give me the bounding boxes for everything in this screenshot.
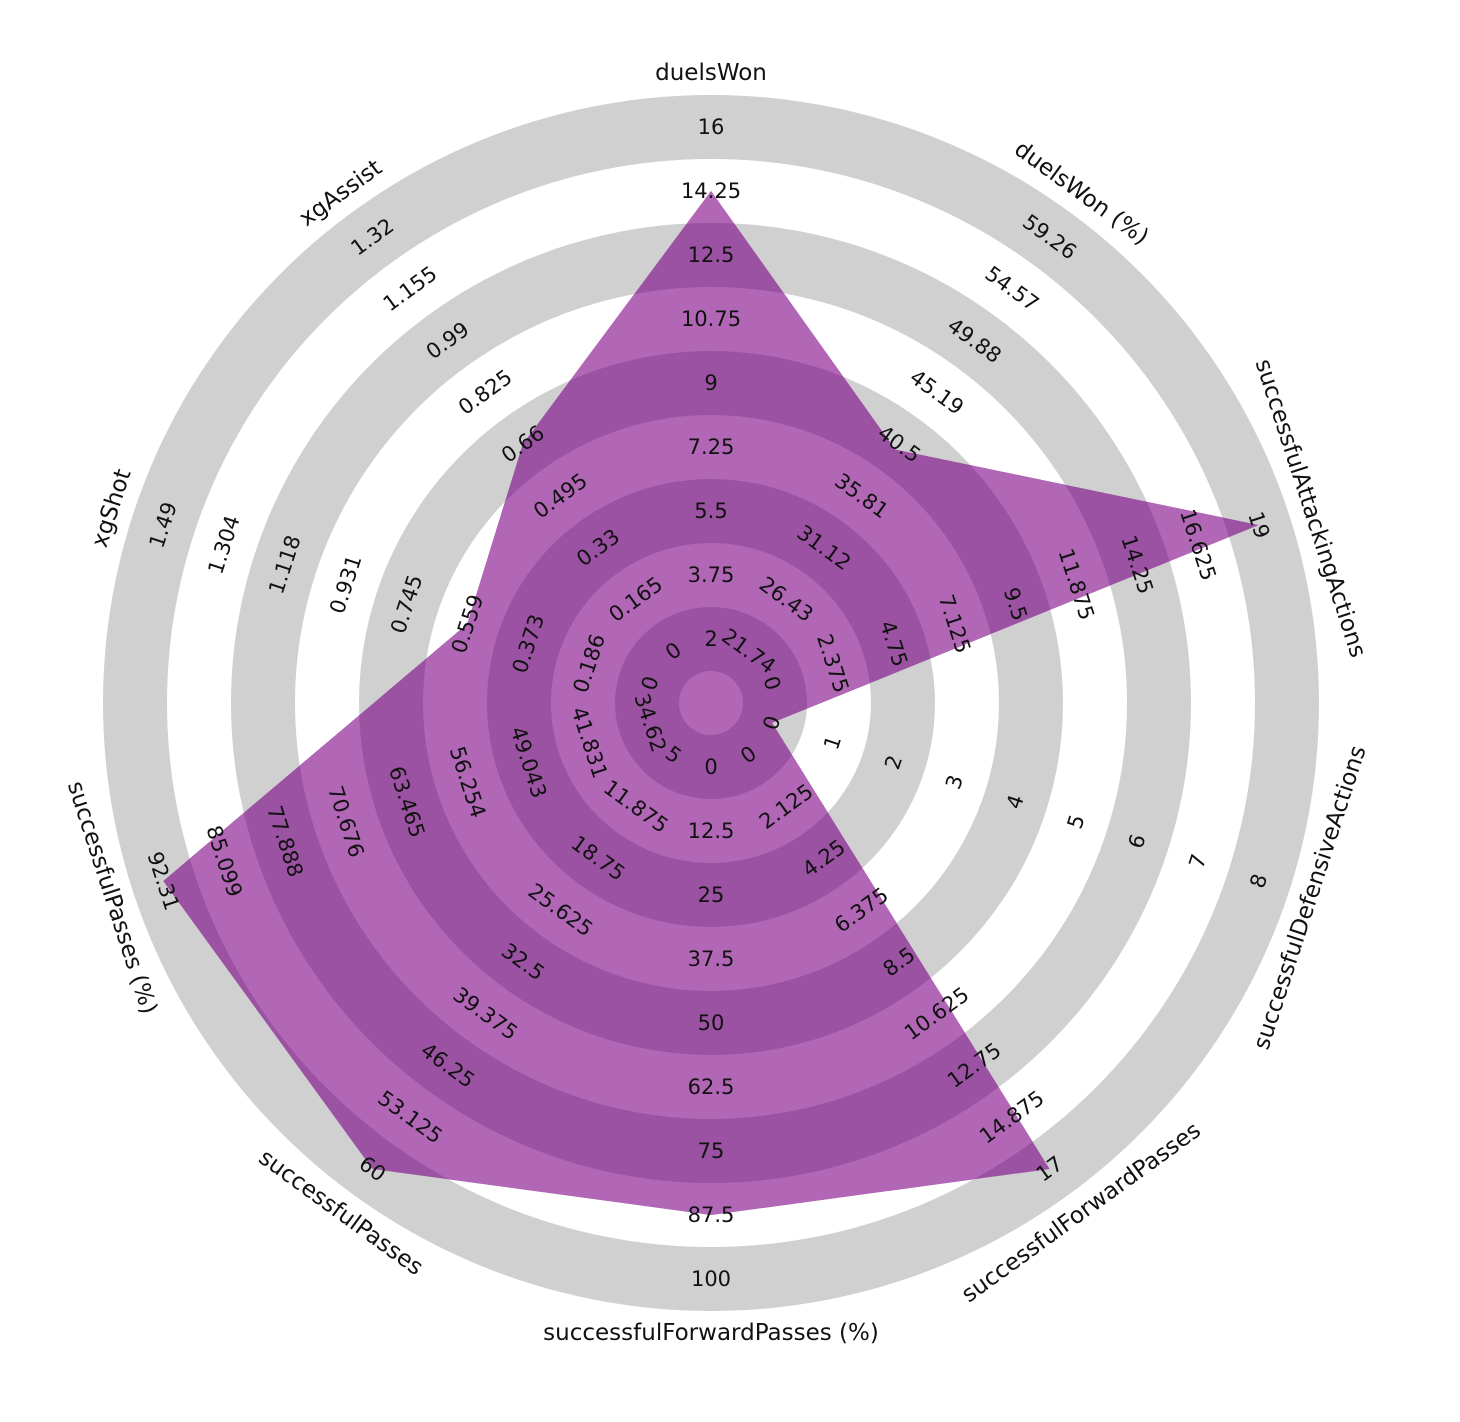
tick-label: 100 bbox=[691, 1267, 731, 1291]
tick-label: 5.5 bbox=[694, 499, 727, 523]
tick-label: 2 bbox=[704, 627, 717, 651]
tick-label: 9 bbox=[704, 371, 717, 395]
tick-label: 10.75 bbox=[681, 307, 741, 331]
tick-label: 62.5 bbox=[688, 1075, 735, 1099]
axis-label: duelsWon bbox=[655, 60, 767, 86]
tick-label: 12.5 bbox=[688, 243, 735, 267]
data-area-center bbox=[679, 671, 743, 735]
tick-label: 37.5 bbox=[688, 947, 735, 971]
tick-label: 16 bbox=[698, 115, 725, 139]
tick-label: 75 bbox=[698, 1139, 725, 1163]
tick-label: 3.75 bbox=[688, 563, 735, 587]
tick-label: 14.25 bbox=[681, 179, 741, 203]
axis-label: successfulForwardPasses (%) bbox=[543, 1320, 879, 1346]
tick-label: 87.5 bbox=[688, 1203, 735, 1227]
tick-label: 0 bbox=[704, 755, 717, 779]
tick-label: 50 bbox=[698, 1011, 725, 1035]
tick-label: 7.25 bbox=[688, 435, 735, 459]
tick-label: 25 bbox=[698, 883, 725, 907]
tick-label: 12.5 bbox=[688, 819, 735, 843]
